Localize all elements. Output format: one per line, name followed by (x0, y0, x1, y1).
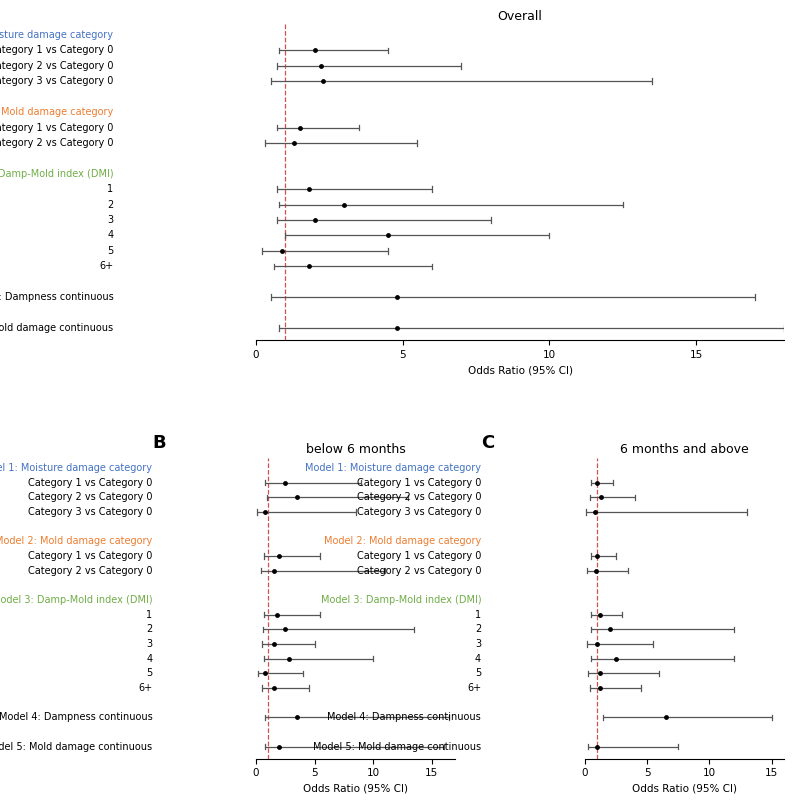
Text: Model 2: Mold damage category: Model 2: Mold damage category (0, 536, 152, 546)
Text: 5: 5 (107, 246, 114, 256)
Text: Category 3 vs Category 0: Category 3 vs Category 0 (28, 507, 152, 516)
Text: Model 3: Damp-Mold index (DMI): Model 3: Damp-Mold index (DMI) (321, 595, 481, 605)
Text: 1: 1 (146, 609, 152, 620)
X-axis label: Odds Ratio (95% CI): Odds Ratio (95% CI) (632, 784, 737, 794)
Text: 2: 2 (146, 625, 152, 634)
Text: Model 4: Dampness continuous: Model 4: Dampness continuous (0, 292, 114, 302)
Text: 6+: 6+ (467, 683, 481, 693)
Title: below 6 months: below 6 months (306, 443, 406, 457)
Text: 5: 5 (475, 668, 481, 679)
Text: 6+: 6+ (99, 261, 114, 271)
Text: Model 1: Moisture damage category: Model 1: Moisture damage category (305, 463, 481, 473)
Text: 3: 3 (146, 639, 152, 649)
Text: 1: 1 (107, 184, 114, 194)
Text: Model 2: Mold damage category: Model 2: Mold damage category (0, 107, 114, 117)
Text: Model 3: Damp-Mold index (DMI): Model 3: Damp-Mold index (DMI) (0, 595, 152, 605)
Text: 4: 4 (146, 654, 152, 663)
Text: Model 5: Mold damage continuous: Model 5: Mold damage continuous (313, 742, 481, 752)
Text: Model 4: Dampness continuous: Model 4: Dampness continuous (0, 713, 152, 722)
Text: Category 2 vs Category 0: Category 2 vs Category 0 (28, 492, 152, 502)
Text: 2: 2 (475, 625, 481, 634)
Text: 3: 3 (475, 639, 481, 649)
X-axis label: Odds Ratio (95% CI): Odds Ratio (95% CI) (467, 366, 573, 375)
Text: Category 2 vs Category 0: Category 2 vs Category 0 (0, 61, 114, 71)
Text: 1: 1 (475, 609, 481, 620)
Text: Category 1 vs Category 0: Category 1 vs Category 0 (28, 478, 152, 487)
Text: 2: 2 (107, 199, 114, 210)
Text: Model 5: Mold damage continuous: Model 5: Mold damage continuous (0, 323, 114, 333)
Text: Category 1 vs Category 0: Category 1 vs Category 0 (357, 478, 481, 487)
Text: 3: 3 (107, 215, 114, 225)
Text: Model 3: Damp-Mold index (DMI): Model 3: Damp-Mold index (DMI) (0, 169, 114, 179)
Text: Category 2 vs Category 0: Category 2 vs Category 0 (0, 138, 114, 148)
Text: Category 2 vs Category 0: Category 2 vs Category 0 (357, 566, 481, 575)
Text: 4: 4 (475, 654, 481, 663)
Text: Category 1 vs Category 0: Category 1 vs Category 0 (0, 123, 114, 132)
Text: 4: 4 (107, 231, 114, 240)
Title: 6 months and above: 6 months and above (620, 443, 749, 457)
Text: 5: 5 (146, 668, 152, 679)
Text: Category 2 vs Category 0: Category 2 vs Category 0 (28, 566, 152, 575)
X-axis label: Odds Ratio (95% CI): Odds Ratio (95% CI) (303, 784, 408, 794)
Text: B: B (152, 433, 166, 452)
Text: Model 1: Moisture damage category: Model 1: Moisture damage category (0, 30, 114, 40)
Text: Category 3 vs Category 0: Category 3 vs Category 0 (357, 507, 481, 516)
Text: Category 1 vs Category 0: Category 1 vs Category 0 (0, 45, 114, 56)
Text: Category 3 vs Category 0: Category 3 vs Category 0 (0, 76, 114, 86)
Title: Overall: Overall (498, 10, 542, 23)
Text: Model 4: Dampness continuous: Model 4: Dampness continuous (327, 713, 481, 722)
Text: Category 1 vs Category 0: Category 1 vs Category 0 (357, 551, 481, 561)
Text: Category 1 vs Category 0: Category 1 vs Category 0 (28, 551, 152, 561)
Text: 6+: 6+ (138, 683, 152, 693)
Text: Category 2 vs Category 0: Category 2 vs Category 0 (357, 492, 481, 502)
Text: Model 1: Moisture damage category: Model 1: Moisture damage category (0, 463, 152, 473)
Text: Model 5: Mold damage continuous: Model 5: Mold damage continuous (0, 742, 152, 752)
Text: Model 2: Mold damage category: Model 2: Mold damage category (324, 536, 481, 546)
Text: C: C (481, 433, 494, 452)
